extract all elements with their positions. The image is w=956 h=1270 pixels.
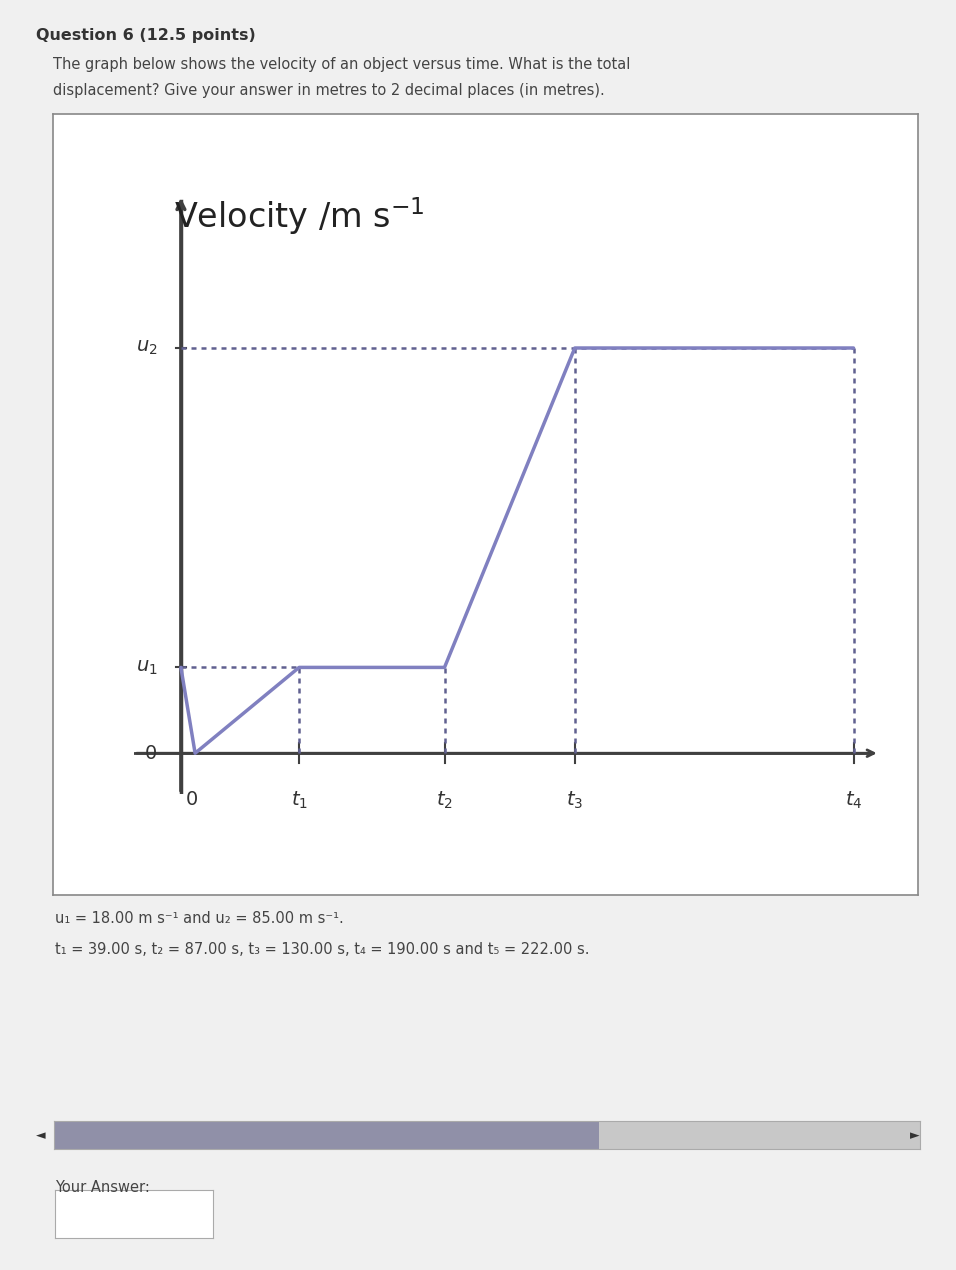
Text: The graph below shows the velocity of an object versus time. What is the total: The graph below shows the velocity of an… [53, 57, 630, 72]
Text: Your Answer:: Your Answer: [55, 1180, 150, 1195]
Text: 0: 0 [145, 744, 158, 763]
Text: $t_1$: $t_1$ [291, 790, 308, 812]
Text: $t_2$: $t_2$ [436, 790, 453, 812]
Text: $t_3$: $t_3$ [566, 790, 583, 812]
Text: $u_1$: $u_1$ [136, 658, 158, 677]
Text: Question 6 (12.5 points): Question 6 (12.5 points) [36, 28, 256, 43]
Text: ►: ► [910, 1129, 920, 1142]
Text: ◄: ◄ [36, 1129, 46, 1142]
FancyBboxPatch shape [54, 1121, 599, 1149]
Text: u₁ = 18.00 m s⁻¹ and u₂ = 85.00 m s⁻¹.: u₁ = 18.00 m s⁻¹ and u₂ = 85.00 m s⁻¹. [55, 911, 344, 926]
Text: displacement? Give your answer in metres to 2 decimal places (in metres).: displacement? Give your answer in metres… [53, 83, 604, 98]
Text: Velocity /m s$^{-1}$: Velocity /m s$^{-1}$ [174, 196, 424, 237]
Text: $t_4$: $t_4$ [845, 790, 862, 812]
Text: t₁ = 39.00 s, t₂ = 87.00 s, t₃ = 130.00 s, t₄ = 190.00 s and t₅ = 222.00 s.: t₁ = 39.00 s, t₂ = 87.00 s, t₃ = 130.00 … [55, 942, 590, 958]
Text: $u_2$: $u_2$ [136, 339, 158, 357]
Text: 0: 0 [186, 790, 199, 809]
